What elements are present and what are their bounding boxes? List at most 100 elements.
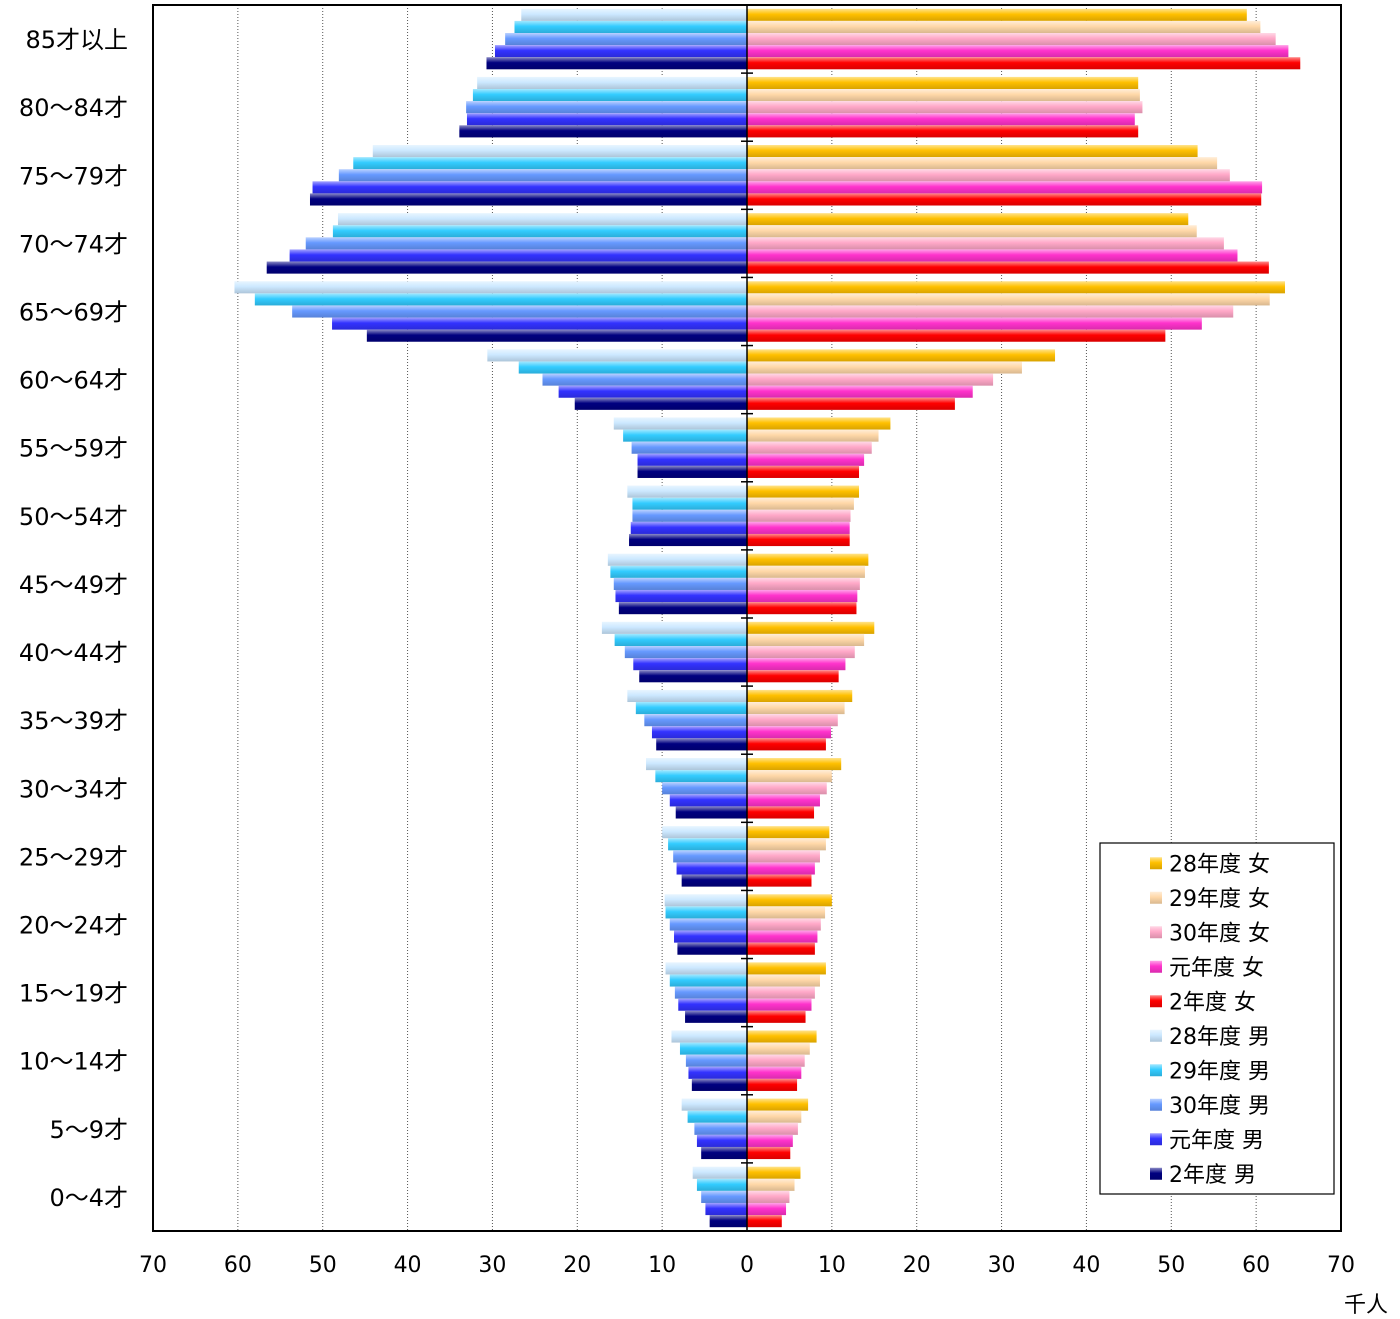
bar xyxy=(747,1190,790,1203)
x-tick-labels: 70 60 50 40 30 20 10 0 10 20 30 40 50 60 70 xyxy=(139,1253,1355,1278)
category-label: 85才以上 xyxy=(25,26,128,54)
bar xyxy=(466,113,747,126)
category-label: 15～19才 xyxy=(19,980,128,1008)
bar xyxy=(651,726,747,739)
bar xyxy=(747,806,815,819)
x-tick-label: 50 xyxy=(1157,1253,1185,1278)
category-label: 0～4才 xyxy=(49,1184,128,1212)
bar xyxy=(747,385,973,398)
bar xyxy=(607,553,747,566)
bar xyxy=(669,918,747,931)
bar xyxy=(747,113,1135,126)
bar xyxy=(292,305,747,318)
bar xyxy=(678,998,747,1011)
bar xyxy=(747,894,832,907)
bar xyxy=(747,689,853,703)
bar xyxy=(633,658,747,671)
bar xyxy=(747,237,1224,250)
bar xyxy=(309,193,747,206)
bar xyxy=(353,157,747,170)
bar xyxy=(372,145,747,158)
legend-swatch xyxy=(1150,1167,1162,1180)
bar xyxy=(618,602,747,615)
legend-entry: 28年度 女 xyxy=(1169,852,1270,877)
legend-entry: 28年度 男 xyxy=(1169,1025,1270,1050)
bar xyxy=(613,577,747,590)
bar xyxy=(747,862,815,875)
bar xyxy=(613,417,747,430)
bar xyxy=(681,874,747,887)
bar xyxy=(669,974,747,987)
bar xyxy=(747,305,1234,318)
bar xyxy=(639,670,747,683)
category-label: 80～84才 xyxy=(19,94,128,122)
bar xyxy=(674,930,747,943)
bar xyxy=(632,497,747,510)
bar xyxy=(677,942,747,955)
legend-entry: 2年度 女 xyxy=(1169,990,1256,1015)
bar xyxy=(747,658,846,671)
bar xyxy=(664,894,747,907)
bar xyxy=(747,397,955,410)
bar xyxy=(747,1066,802,1079)
bar xyxy=(747,998,812,1011)
bar xyxy=(459,125,747,138)
bar xyxy=(747,1215,782,1228)
axis-ticks xyxy=(741,5,753,1231)
legend-swatch xyxy=(1150,995,1162,1008)
bar xyxy=(747,497,854,510)
category-label: 10～14才 xyxy=(19,1048,128,1076)
x-tick-label: 10 xyxy=(648,1253,676,1278)
bar xyxy=(747,930,818,943)
bar xyxy=(486,57,747,70)
legend-swatch xyxy=(1150,891,1162,904)
bar xyxy=(685,1010,747,1023)
bar xyxy=(747,213,1189,226)
bar xyxy=(747,758,842,771)
bar xyxy=(747,373,994,386)
bar xyxy=(694,1122,747,1135)
bar xyxy=(747,702,845,715)
x-tick-label: 70 xyxy=(1327,1253,1355,1278)
bar xyxy=(266,261,747,274)
bar xyxy=(747,726,832,739)
bar xyxy=(747,826,830,839)
bar xyxy=(747,1178,795,1191)
bar xyxy=(747,261,1269,274)
legend-swatch xyxy=(1150,1029,1162,1042)
bar xyxy=(747,181,1263,194)
bar xyxy=(747,794,820,807)
bar xyxy=(747,193,1262,206)
bar xyxy=(747,89,1140,102)
category-label: 75～79才 xyxy=(19,162,128,190)
bar xyxy=(747,45,1289,58)
bar xyxy=(747,157,1218,170)
bar xyxy=(747,1054,805,1067)
bar xyxy=(631,441,747,454)
bar xyxy=(655,770,747,783)
bar xyxy=(289,249,747,262)
bar xyxy=(747,974,820,987)
bar xyxy=(685,1054,747,1067)
bar xyxy=(671,1030,747,1043)
bar xyxy=(747,646,855,659)
bar xyxy=(366,329,747,342)
bar xyxy=(646,758,747,771)
bar xyxy=(337,213,747,226)
bar xyxy=(747,417,891,430)
bar xyxy=(623,429,747,442)
category-label: 45～49才 xyxy=(19,571,128,599)
bar xyxy=(305,237,747,250)
bar xyxy=(644,714,747,727)
bar xyxy=(747,101,1143,114)
bar xyxy=(747,1098,809,1111)
category-label: 55～59才 xyxy=(19,435,128,463)
bar xyxy=(665,906,747,919)
legend-entry: 30年度 男 xyxy=(1169,1094,1270,1119)
category-label: 70～74才 xyxy=(19,230,128,258)
bar xyxy=(747,521,850,534)
bar xyxy=(312,181,747,194)
bar xyxy=(747,281,1285,294)
bar xyxy=(487,349,747,362)
bar xyxy=(747,8,1247,21)
